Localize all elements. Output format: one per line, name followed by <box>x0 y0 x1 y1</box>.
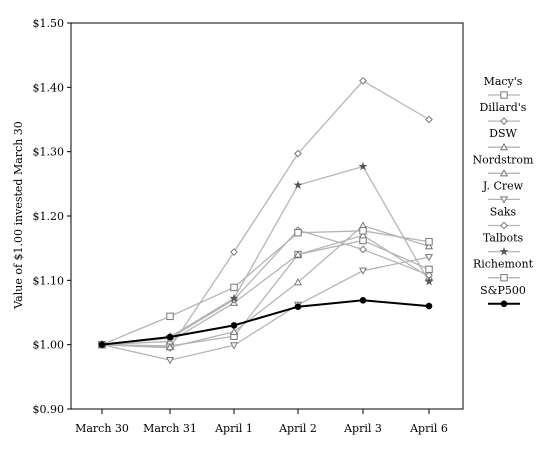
legend-label: S&P500 <box>480 284 526 297</box>
legend-label: Talbots <box>483 232 524 245</box>
data-point <box>294 303 302 311</box>
data-point <box>425 302 433 310</box>
data-point <box>294 149 302 158</box>
y-tick-label: $1.50 <box>33 17 65 30</box>
legend-marker <box>500 274 508 282</box>
data-point <box>424 242 434 250</box>
x-tick-label: April 3 <box>343 422 382 435</box>
series-line <box>101 229 430 346</box>
y-tick-label: $1.40 <box>33 81 65 94</box>
series-line <box>101 234 430 346</box>
series-7 <box>98 227 433 349</box>
data-point <box>359 227 367 235</box>
legend-label: Dillard's <box>480 101 527 114</box>
legend-marker <box>500 91 508 99</box>
series-line <box>101 299 430 346</box>
data-point <box>359 245 367 254</box>
series-5 <box>98 226 433 349</box>
data-point <box>165 357 175 365</box>
legend-label: J. Crew <box>482 179 524 192</box>
data-point <box>229 327 239 335</box>
data-point <box>293 250 303 258</box>
data-point <box>230 283 238 292</box>
legend-label: Nordstrom <box>473 153 534 166</box>
legend-marker <box>499 246 509 256</box>
legend-label: Macy's <box>484 75 523 88</box>
data-point <box>425 238 433 246</box>
data-point <box>358 231 368 239</box>
x-tick-label: March 31 <box>143 422 197 435</box>
series-layer <box>97 76 434 365</box>
legend-label: Richemont <box>473 258 534 271</box>
data-point <box>166 312 174 321</box>
data-point <box>293 278 303 286</box>
data-point <box>230 248 238 256</box>
data-point <box>359 76 367 85</box>
legend-label: DSW <box>489 127 517 140</box>
legend-marker <box>500 117 508 126</box>
data-point <box>229 342 239 350</box>
y-tick-label: $1.10 <box>33 274 65 287</box>
data-point <box>425 115 433 124</box>
series-line <box>101 230 430 346</box>
data-point <box>230 322 238 329</box>
series-6 <box>97 161 434 349</box>
data-point <box>294 229 302 237</box>
y-tick-label: $0.90 <box>33 403 65 416</box>
x-tick-label: April 1 <box>214 422 253 435</box>
series-line <box>101 239 430 347</box>
data-point <box>424 276 434 286</box>
legend-marker <box>499 169 509 177</box>
data-point <box>165 343 175 351</box>
series-line <box>101 224 430 348</box>
y-tick-label: $1.00 <box>33 339 65 352</box>
legend: Macy's Dillard's DSW Nordstrom J. Crew Saks Ta… <box>473 75 534 308</box>
legend-marker <box>500 300 508 308</box>
series-1 <box>98 76 433 352</box>
x-tick-label: April 6 <box>409 422 448 435</box>
series-8 <box>98 296 433 348</box>
data-point <box>293 180 303 189</box>
x-tick-label: April 2 <box>278 422 317 435</box>
data-point <box>98 341 106 348</box>
data-point <box>358 161 368 171</box>
axes-layer: $0.90 $1.00 $1.10 $1.20 $1.30 $1.40 $1.50 March… <box>33 17 464 435</box>
legend-label: Saks <box>490 206 517 219</box>
x-tick-label: March 30 <box>75 422 129 435</box>
y-tick-label: $1.30 <box>33 146 65 159</box>
legend-marker <box>500 221 508 230</box>
data-point <box>424 254 434 262</box>
y-axis-title: Value of $1.00 invested March 30 <box>12 121 25 310</box>
data-point <box>358 267 368 275</box>
series-0 <box>98 236 433 350</box>
data-point <box>229 293 239 303</box>
y-tick-label: $1.20 <box>33 210 65 223</box>
legend-marker <box>499 196 509 204</box>
data-point <box>166 333 174 341</box>
legend-marker <box>499 142 509 151</box>
data-point <box>359 296 367 304</box>
series-line <box>101 256 430 361</box>
